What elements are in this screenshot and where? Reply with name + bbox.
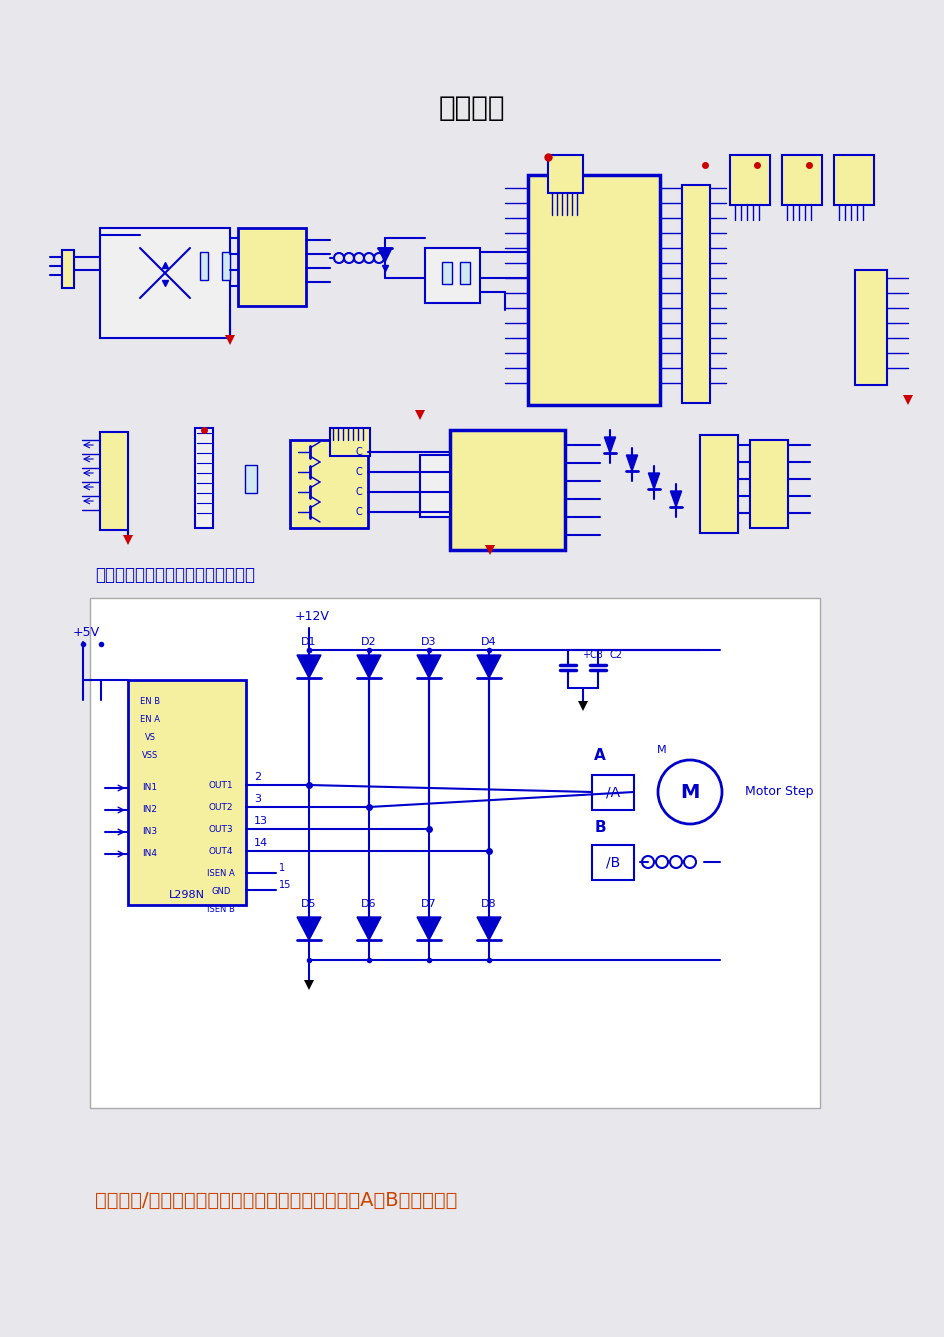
Text: C2: C2 [610,650,622,660]
Polygon shape [477,655,500,678]
Bar [127,681,245,905]
Text: D5: D5 [301,898,316,909]
Polygon shape [604,437,615,453]
Text: VSS: VSS [142,751,158,761]
Bar [442,262,451,283]
Polygon shape [296,655,321,678]
Text: VS: VS [144,734,156,742]
Text: D3: D3 [421,636,436,647]
Bar [750,440,787,528]
Text: 2: 2 [254,771,261,782]
Bar [290,440,367,528]
Bar [449,431,565,550]
Text: D8: D8 [480,898,497,909]
Text: M: M [680,782,699,801]
Bar [244,465,257,493]
Text: EN A: EN A [140,715,160,725]
Text: /A: /A [605,785,619,800]
Text: +12V: +12V [295,610,329,623]
Polygon shape [669,491,681,507]
Bar [591,845,633,880]
Text: C: C [355,487,362,497]
Bar [419,455,449,517]
Text: D1: D1 [301,636,316,647]
Bar [100,432,127,529]
Polygon shape [416,655,441,678]
Text: OUT2: OUT2 [209,802,233,812]
Text: D6: D6 [361,898,377,909]
Bar [854,270,886,385]
Text: IN4: IN4 [143,849,158,858]
Text: 使用说明: 使用说明 [438,94,505,122]
Text: /B: /B [605,854,619,869]
Text: D4: D4 [480,636,497,647]
Text: +C3: +C3 [582,650,602,660]
Text: ISEN A: ISEN A [207,869,235,877]
Bar [682,185,709,402]
Text: A: A [594,747,605,762]
Polygon shape [357,917,380,940]
Text: 使用直流/步进两用驱动器可以驱动一台步进电机。A，B端分别用短: 使用直流/步进两用驱动器可以驱动一台步进电机。A，B端分别用短 [95,1190,457,1210]
Text: C: C [355,467,362,477]
Text: OUT4: OUT4 [209,846,233,856]
Bar [460,262,469,283]
Text: ISEN B: ISEN B [207,905,235,913]
Text: IN1: IN1 [143,783,158,793]
Text: OUT1: OUT1 [209,781,233,790]
Bar [528,175,659,405]
Text: +5V: +5V [73,626,100,639]
Text: D2: D2 [361,636,377,647]
Text: M: M [656,745,666,755]
Text: D7: D7 [421,898,436,909]
Text: 14: 14 [254,838,268,848]
Text: L298N: L298N [169,890,205,900]
Bar [200,251,208,279]
Polygon shape [477,917,500,940]
Bar [222,251,229,279]
Bar [100,229,229,338]
Bar [194,428,212,528]
Bar [782,155,821,205]
Text: 15: 15 [278,880,291,890]
Polygon shape [378,247,392,262]
Polygon shape [648,473,659,489]
Text: B: B [594,821,605,836]
Polygon shape [626,455,637,471]
Bar [425,247,480,303]
Text: Motor Step: Motor Step [744,786,813,798]
Text: 1: 1 [278,862,285,873]
Bar [834,155,873,205]
Text: 3: 3 [254,794,261,804]
Bar [238,229,306,306]
Bar [729,155,769,205]
Bar [90,598,819,1108]
Polygon shape [296,917,321,940]
Polygon shape [416,917,441,940]
Text: EN B: EN B [140,698,160,706]
Text: IN3: IN3 [143,828,158,837]
Bar [62,250,74,287]
Text: OUT3: OUT3 [209,825,233,833]
Text: 两相四线步进电机控制方式使用说明: 两相四线步进电机控制方式使用说明 [95,566,255,584]
Text: 13: 13 [254,816,268,826]
Text: GND: GND [211,886,230,896]
Text: C: C [355,447,362,457]
Text: C: C [355,507,362,517]
Bar [700,435,737,533]
Text: IN2: IN2 [143,805,158,814]
Bar [329,428,370,456]
Bar [591,775,633,810]
Polygon shape [357,655,380,678]
Bar [548,155,582,193]
